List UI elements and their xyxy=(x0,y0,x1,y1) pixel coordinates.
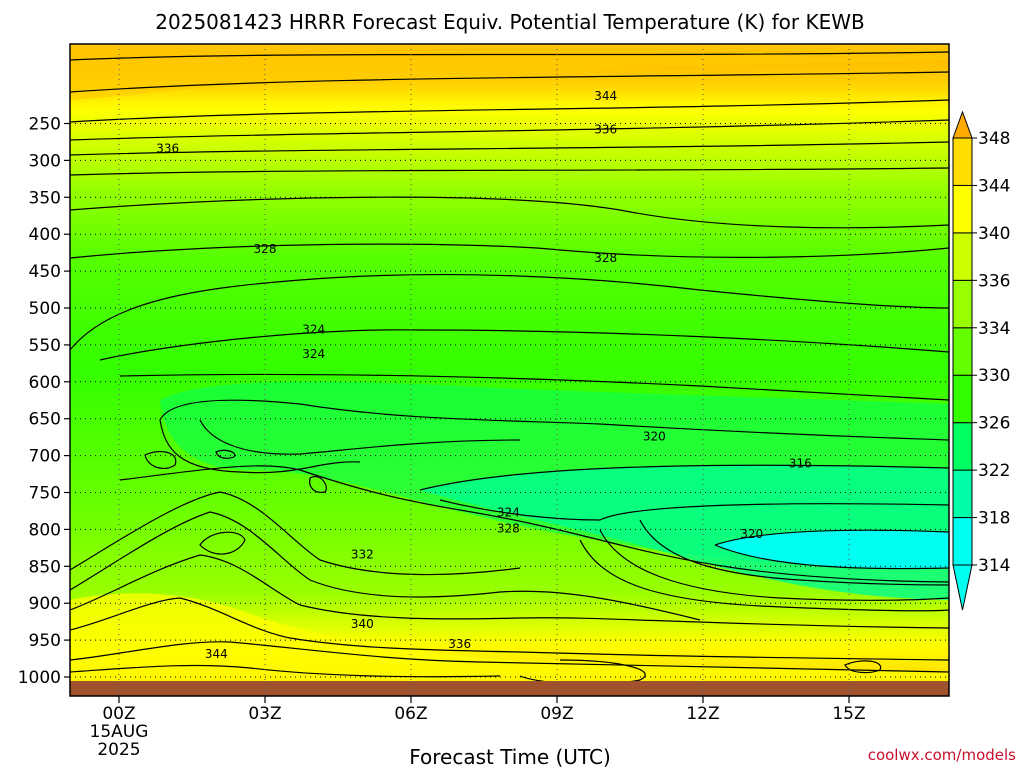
colorbar-box xyxy=(952,374,973,424)
contour-label: 324 xyxy=(302,347,325,361)
contour-label: 328 xyxy=(594,251,617,265)
colorbar-label: 336 xyxy=(978,271,1010,291)
x-date-line2: 2025 xyxy=(97,740,140,760)
colorbar-box xyxy=(952,517,973,566)
x-tick-label: 12Z xyxy=(686,704,719,724)
contour-label: 320 xyxy=(740,527,763,541)
x-axis-label: Forecast Time (UTC) xyxy=(409,745,611,768)
credit-text: coolwx.com/models xyxy=(868,746,1016,764)
contour-label: 344 xyxy=(594,89,617,103)
x-date-line1: 15AUG xyxy=(90,722,149,742)
y-tick-label: 800 xyxy=(29,520,61,540)
upper-warm-band xyxy=(70,44,949,100)
colorbar-box xyxy=(952,327,973,376)
contour-label: 336 xyxy=(594,122,617,136)
colorbar-box xyxy=(952,422,973,471)
contour-label: 328 xyxy=(254,242,277,256)
contour-label: 324 xyxy=(497,505,520,519)
y-tick-label: 450 xyxy=(29,262,61,282)
colorbar-label: 330 xyxy=(978,366,1010,386)
colorbar-label: 322 xyxy=(978,461,1010,481)
y-tick-label: 500 xyxy=(29,299,61,319)
contour-label: 328 xyxy=(497,522,520,536)
colorbar-label: 318 xyxy=(978,509,1010,529)
y-tick-label: 250 xyxy=(29,115,61,135)
y-tick-label: 950 xyxy=(29,631,61,651)
colorbar-label: 348 xyxy=(978,129,1010,149)
colorbar-box xyxy=(952,184,973,234)
plot-frame xyxy=(69,43,950,697)
colorbar-top-arrow xyxy=(952,110,973,139)
x-tick-label: 15Z xyxy=(832,704,865,724)
colorbar-box xyxy=(952,232,973,281)
x-tick-label: 03Z xyxy=(248,704,281,724)
y-tick-label: 850 xyxy=(29,557,61,577)
contour-labels: 344 336 336 328 328 324 324 320 316 324 328 320 332 3… xyxy=(156,89,812,661)
colorbar-box xyxy=(952,137,973,186)
y-tick-label: 600 xyxy=(29,373,61,393)
chart-title: 2025081423 HRRR Forecast Equiv. Potentia… xyxy=(155,10,864,34)
x-axis: 00Z 03Z 06Z 09Z 12Z 15Z xyxy=(102,696,866,724)
colorbar-bottom-arrow xyxy=(952,564,973,611)
y-tick-label: 700 xyxy=(29,447,61,467)
colorbar-label: 340 xyxy=(978,224,1010,244)
colorbar-box xyxy=(952,279,973,329)
y-axis: 250 300 350 400 450 500 550 600 650 700 750 800 850 9… xyxy=(18,115,70,688)
field-overlays xyxy=(70,44,949,696)
colorbar-box xyxy=(952,469,973,519)
plot-background xyxy=(70,44,949,696)
y-tick-label: 350 xyxy=(29,188,61,208)
x-tick-label: 09Z xyxy=(540,704,573,724)
y-tick-label: 1000 xyxy=(18,668,61,688)
y-tick-label: 900 xyxy=(29,594,61,614)
colorbar-label: 344 xyxy=(978,176,1010,196)
colorbar-label: 334 xyxy=(978,319,1010,339)
terrain-strip xyxy=(70,681,949,696)
contour-label: 340 xyxy=(351,617,374,631)
contour-label: 316 xyxy=(789,457,812,471)
contour-label: 324 xyxy=(302,322,325,336)
contour-label: 336 xyxy=(156,142,179,156)
grid-lines xyxy=(70,44,949,696)
lower-warm-band xyxy=(70,593,949,696)
contour-lines xyxy=(70,51,949,685)
y-tick-label: 750 xyxy=(29,484,61,504)
x-tick-label: 00Z xyxy=(102,704,135,724)
low-theta-core xyxy=(420,465,949,600)
x-tick-label: 06Z xyxy=(394,704,427,724)
y-tick-label: 650 xyxy=(29,410,61,430)
y-tick-label: 550 xyxy=(29,336,61,356)
contour-label: 332 xyxy=(351,547,374,561)
contour-label: 344 xyxy=(205,647,228,661)
colorbar-label: 314 xyxy=(978,556,1010,576)
contour-label: 336 xyxy=(448,637,471,651)
y-tick-label: 300 xyxy=(29,151,61,171)
contour-label: 320 xyxy=(643,429,666,443)
lowest-theta-core xyxy=(715,530,949,569)
colorbar-label: 326 xyxy=(978,414,1010,434)
colorbar: 314 318 322 326 330 334 336 340 344 348 xyxy=(952,110,1010,611)
y-tick-label: 400 xyxy=(29,225,61,245)
